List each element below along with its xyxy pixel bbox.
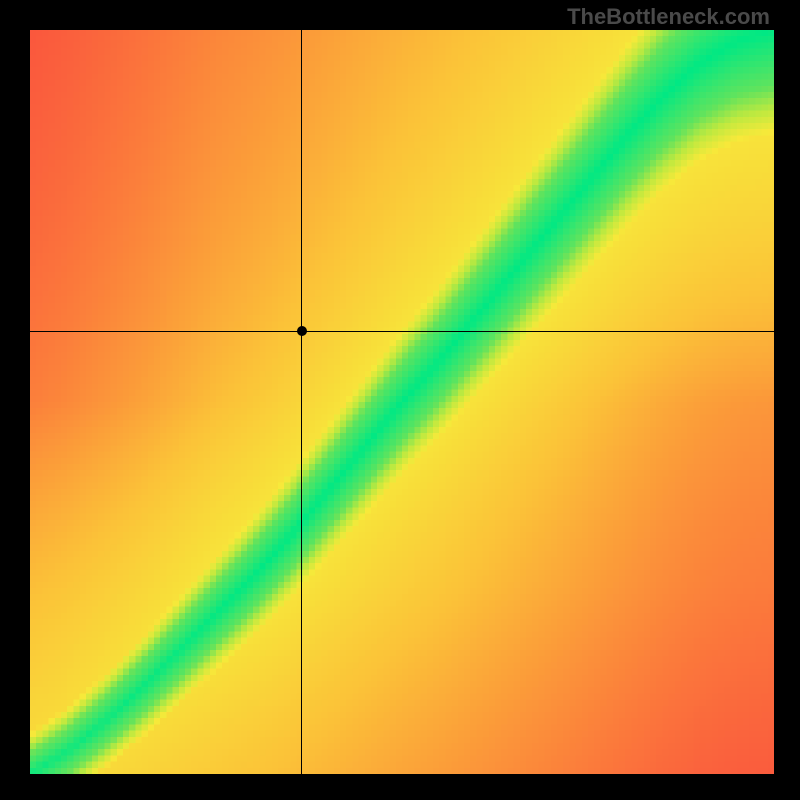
chart-container: TheBottleneck.com xyxy=(0,0,800,800)
crosshair-horizontal xyxy=(30,331,774,332)
crosshair-marker-dot xyxy=(297,326,307,336)
bottleneck-heatmap xyxy=(30,30,774,774)
crosshair-vertical xyxy=(301,30,302,774)
watermark-text: TheBottleneck.com xyxy=(567,4,770,30)
